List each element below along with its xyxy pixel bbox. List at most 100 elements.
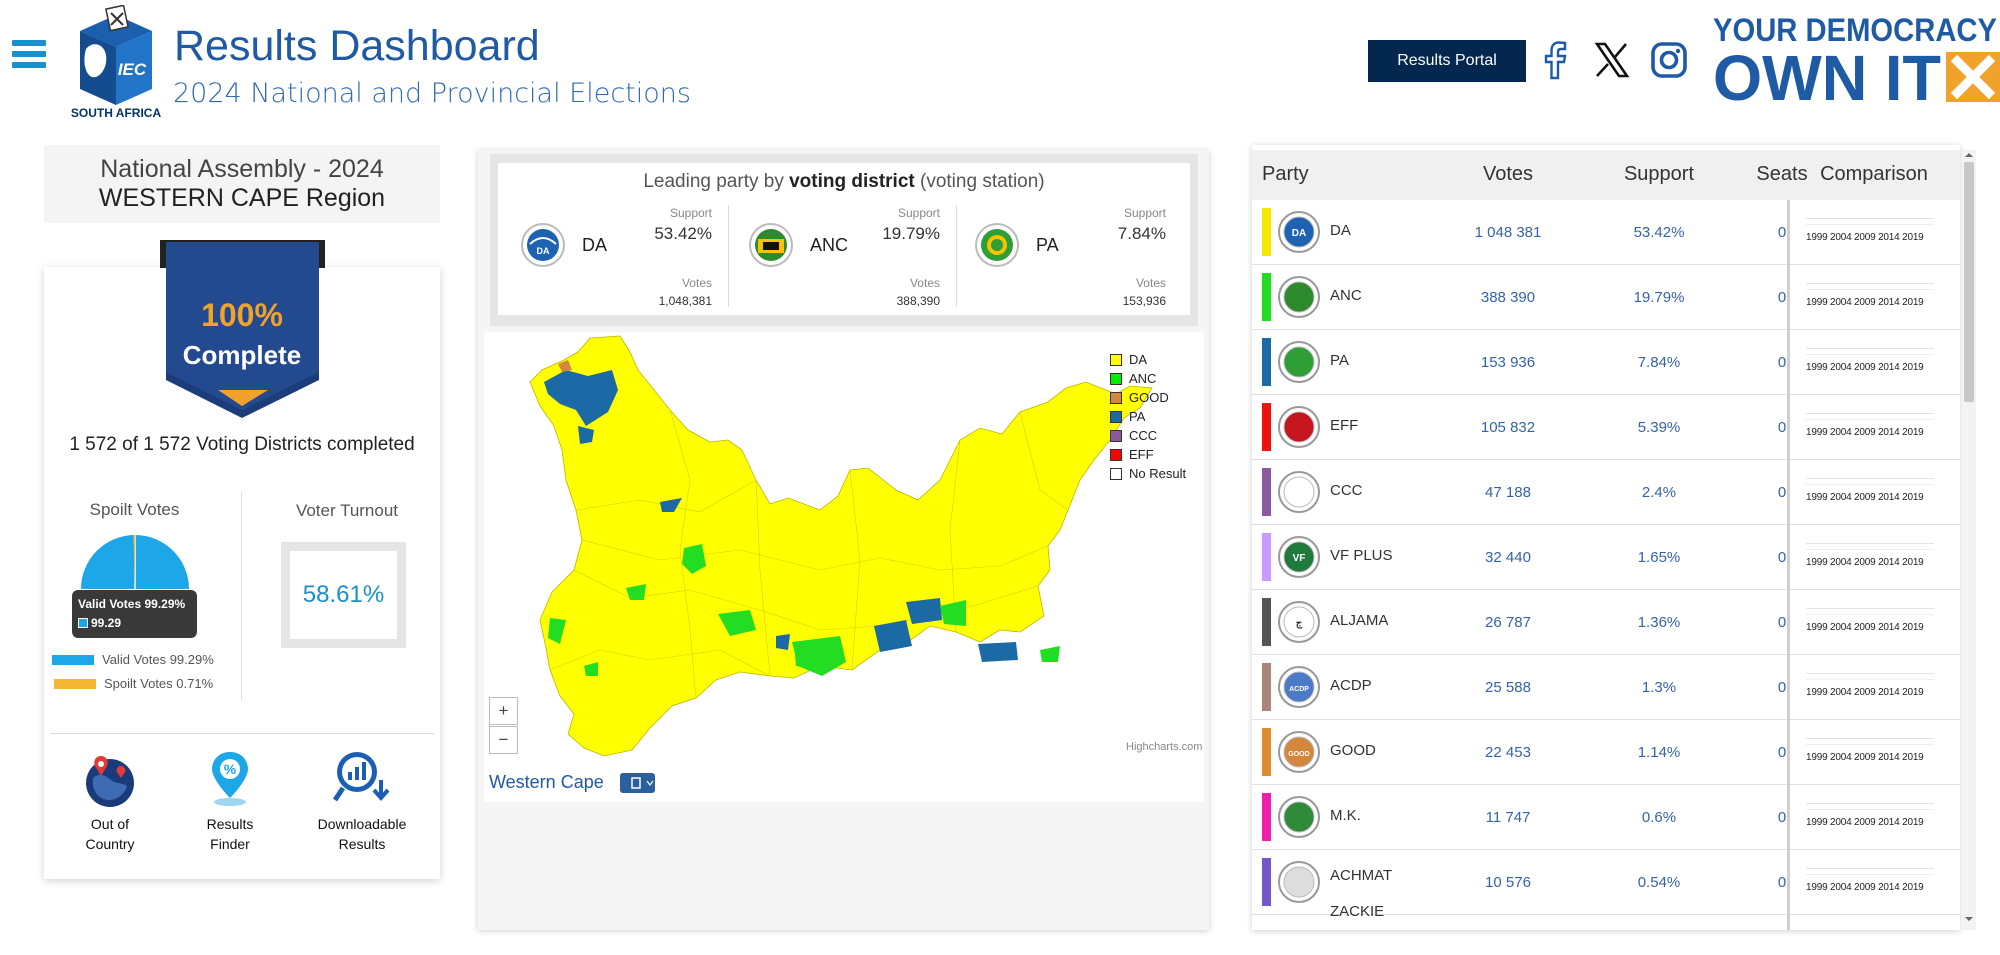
comparison-chart[interactable]: 1999 2004 2009 2014 2019 bbox=[1792, 533, 1960, 581]
facebook-icon[interactable] bbox=[1534, 38, 1576, 82]
party-name[interactable]: CCC bbox=[1330, 482, 1363, 499]
comparison-chart[interactable]: 1999 2004 2009 2014 2019 bbox=[1792, 403, 1960, 451]
comparison-chart[interactable]: 1999 2004 2009 2014 2019 bbox=[1792, 598, 1960, 646]
party-support: 7.84% bbox=[1637, 354, 1681, 371]
party-name[interactable]: ALJAMA bbox=[1330, 612, 1389, 629]
svg-text:VF: VF bbox=[1293, 553, 1306, 564]
legend-item-eff[interactable]: EFF bbox=[1110, 445, 1186, 464]
table-row[interactable]: VF VF PLUS 32 440 1.65% 0 1999 2004 2009… bbox=[1252, 525, 1960, 590]
western-cape-map[interactable] bbox=[520, 330, 1160, 770]
party-color-bar bbox=[1262, 468, 1271, 516]
svg-text:DA: DA bbox=[1292, 228, 1306, 239]
col-support[interactable]: Support bbox=[1623, 163, 1695, 185]
col-party[interactable]: Party bbox=[1262, 163, 1309, 185]
map-region-da[interactable] bbox=[529, 335, 1153, 757]
map-region-good[interactable] bbox=[558, 360, 572, 372]
table-row[interactable]: ج ALJAMA 26 787 1.36% 0 1999 2004 2009 2… bbox=[1252, 590, 1960, 655]
scroll-up-icon[interactable] bbox=[1963, 150, 1975, 160]
zoom-in-button[interactable]: + bbox=[489, 697, 518, 725]
legend-item-da[interactable]: DA bbox=[1110, 350, 1186, 369]
map-region-anc[interactable] bbox=[584, 662, 598, 676]
pie-slice-valid[interactable] bbox=[81, 535, 135, 589]
party-name[interactable]: DA bbox=[1330, 222, 1351, 239]
party-seats: 0 bbox=[1777, 809, 1787, 826]
map-region-anc[interactable] bbox=[718, 610, 756, 636]
results-finder-link[interactable]: % Results Finder bbox=[175, 750, 285, 854]
comparison-chart[interactable]: 1999 2004 2009 2014 2019 bbox=[1792, 793, 1960, 841]
svg-text:OWN IT: OWN IT bbox=[1713, 42, 1941, 108]
map-region-anc[interactable] bbox=[1040, 646, 1060, 662]
out-of-country-link[interactable]: Out of Country bbox=[55, 750, 165, 854]
party-name[interactable]: ACDP bbox=[1330, 677, 1372, 694]
map-region-anc[interactable] bbox=[548, 618, 566, 644]
party-name[interactable]: VF PLUS bbox=[1330, 547, 1393, 564]
comparison-chart[interactable]: 1999 2004 2009 2014 2019 bbox=[1792, 858, 1960, 906]
map-region-anc[interactable] bbox=[792, 636, 846, 676]
svg-text:Complete: Complete bbox=[183, 340, 301, 370]
scroll-down-icon[interactable] bbox=[1963, 914, 1975, 924]
map-region-anc[interactable] bbox=[940, 600, 966, 626]
table-row[interactable]: ACHMAT ZACKIE 10 576 0.54% 0 1999 2004 2… bbox=[1252, 850, 1960, 920]
pie-slice-valid[interactable] bbox=[135, 535, 189, 589]
comparison-chart[interactable]: 1999 2004 2009 2014 2019 bbox=[1792, 273, 1960, 321]
legend-item-no-result[interactable]: No Result bbox=[1110, 464, 1186, 483]
comparison-chart[interactable]: 1999 2004 2009 2014 2019 bbox=[1792, 338, 1960, 386]
table-row[interactable]: ANC 388 390 19.79% 0 1999 2004 2009 2014… bbox=[1252, 265, 1960, 330]
scrollbar-thumb[interactable] bbox=[1964, 162, 1974, 402]
col-votes[interactable]: Votes bbox=[1482, 163, 1534, 185]
table-row[interactable]: EFF 105 832 5.39% 0 1999 2004 2009 2014 … bbox=[1252, 395, 1960, 460]
legend-valid-votes[interactable]: Valid Votes 99.29% bbox=[52, 652, 214, 667]
table-row[interactable]: GOOD GOOD 22 453 1.14% 0 1999 2004 2009 … bbox=[1252, 720, 1960, 785]
party-name[interactable]: ACHMAT ZACKIE bbox=[1330, 867, 1392, 920]
results-portal-button[interactable]: Results Portal bbox=[1368, 40, 1526, 82]
legend-item-pa[interactable]: PA bbox=[1110, 407, 1186, 426]
map-region-anc[interactable] bbox=[682, 544, 706, 574]
comparison-chart[interactable]: 1999 2004 2009 2014 2019 bbox=[1792, 728, 1960, 776]
party-name[interactable]: GOOD bbox=[1330, 742, 1376, 759]
table-row[interactable]: CCC 47 188 2.4% 0 1999 2004 2009 2014 20… bbox=[1252, 460, 1960, 525]
party-name[interactable]: ANC bbox=[1330, 287, 1362, 304]
map-region-pa[interactable] bbox=[874, 620, 912, 652]
x-icon[interactable] bbox=[1591, 38, 1633, 82]
table-row[interactable]: DA DA 1 048 381 53.42% 0 1999 2004 2009 … bbox=[1252, 200, 1960, 265]
legend-spoilt-votes[interactable]: Spoilt Votes 0.71% bbox=[54, 676, 213, 691]
map-region-pa[interactable] bbox=[906, 598, 942, 624]
party-name[interactable]: PA bbox=[1330, 352, 1349, 369]
col-seats[interactable]: Seats bbox=[1756, 163, 1808, 185]
party-seats: 0 bbox=[1777, 484, 1787, 501]
table-row[interactable]: ACDP ACDP 25 588 1.3% 0 1999 2004 2009 2… bbox=[1252, 655, 1960, 720]
map-region-pa[interactable] bbox=[578, 426, 594, 444]
table-row[interactable]: PA 153 936 7.84% 0 1999 2004 2009 2014 2… bbox=[1252, 330, 1960, 395]
map-region-pa[interactable] bbox=[544, 370, 618, 426]
map-region-pa[interactable] bbox=[776, 634, 790, 650]
highcharts-credit[interactable]: Highcharts.com bbox=[1126, 741, 1203, 753]
instagram-icon[interactable] bbox=[1648, 38, 1690, 82]
zoom-out-button[interactable]: − bbox=[489, 726, 518, 754]
legend-item-anc[interactable]: ANC bbox=[1110, 369, 1186, 388]
column-divider bbox=[1787, 200, 1790, 930]
party-votes: 47 188 bbox=[1485, 484, 1531, 501]
iec-logo[interactable]: IEC bbox=[70, 5, 162, 119]
svg-text:IEC: IEC bbox=[118, 60, 147, 79]
comparison-chart[interactable]: 1999 2004 2009 2014 2019 bbox=[1792, 208, 1960, 256]
party-votes: 25 588 bbox=[1485, 679, 1531, 696]
party-name[interactable]: M.K. bbox=[1330, 807, 1361, 824]
region-select-button[interactable] bbox=[620, 773, 655, 793]
comparison-chart[interactable]: 1999 2004 2009 2014 2019 bbox=[1792, 663, 1960, 711]
spoilt-votes-pie[interactable] bbox=[80, 534, 190, 594]
comparison-years: 1999 2004 2009 2014 2019 bbox=[1806, 427, 1924, 438]
pie-slice-spoilt[interactable] bbox=[133, 534, 135, 589]
legend-item-good[interactable]: GOOD bbox=[1110, 388, 1186, 407]
party-color-bar bbox=[1262, 533, 1271, 581]
party-name[interactable]: EFF bbox=[1330, 417, 1359, 434]
comparison-chart[interactable]: 1999 2004 2009 2014 2019 bbox=[1792, 468, 1960, 516]
downloadable-results-link[interactable]: Downloadable Results bbox=[306, 750, 418, 854]
menu-icon[interactable] bbox=[12, 40, 46, 74]
legend-item-ccc[interactable]: CCC bbox=[1110, 426, 1186, 445]
map-region-pa[interactable] bbox=[660, 498, 682, 512]
col-comparison[interactable]: Comparison bbox=[1820, 163, 1928, 185]
party-logo-icon bbox=[1278, 276, 1320, 318]
map-region-pa[interactable] bbox=[978, 642, 1018, 662]
table-row[interactable]: M.K. 11 747 0.6% 0 1999 2004 2009 2014 2… bbox=[1252, 785, 1960, 850]
map-region-anc[interactable] bbox=[626, 584, 646, 600]
